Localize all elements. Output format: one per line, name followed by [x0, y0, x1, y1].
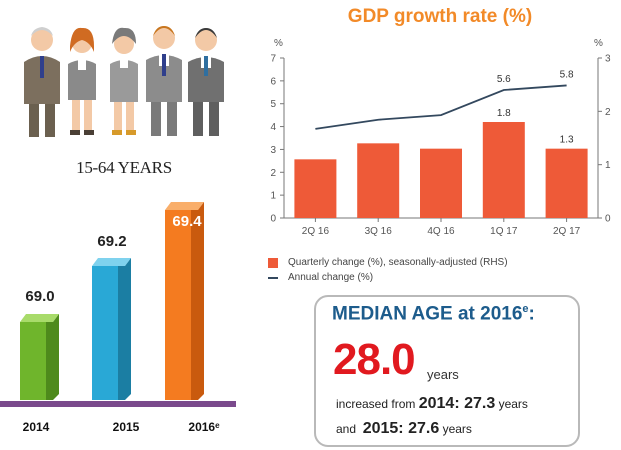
median-age-value: 28.0 [333, 335, 416, 384]
median-age-2015: and 2015: 27.6 years [336, 420, 472, 437]
population-year-2016: 2016ᵉ [188, 420, 220, 434]
y-tick-label-left: 6 [270, 76, 276, 87]
person-icon [188, 28, 224, 136]
annual-change-line [315, 84, 567, 130]
x-tick-label: 1Q 17 [490, 226, 518, 237]
population-bar-2015 [92, 258, 131, 400]
y-axis-left-label: % [274, 38, 283, 49]
y-tick-label-left: 0 [270, 214, 276, 225]
bar-quarterly-1 [294, 159, 337, 218]
median-age-unit: years [427, 367, 459, 382]
bar-quarterly-2 [357, 143, 400, 218]
median-age-card [314, 295, 580, 447]
y-tick-label-right: 2 [605, 107, 611, 118]
baseline-divider [0, 401, 236, 407]
chart-title: GDP growth rate (%) [347, 6, 533, 27]
x-tick-label: 2Q 17 [553, 226, 581, 237]
y-tick-label-left: 2 [270, 168, 276, 179]
bar-quarterly-3 [420, 148, 462, 218]
population-value-2016: 69.4 [172, 213, 202, 230]
y-tick-label-left: 4 [270, 122, 276, 133]
x-tick-label: 2Q 16 [302, 226, 330, 237]
line-data-label: 5.6 [497, 74, 511, 85]
y-tick-label-left: 5 [270, 99, 276, 110]
legend-item-annual: Annual change (%) [268, 270, 508, 285]
person-icon [24, 27, 60, 137]
person-icon [68, 27, 96, 135]
age-range-label: 15-64 YEARS [76, 158, 172, 177]
bar-quarterly-4 [482, 122, 525, 218]
legend-item-quarterly: Quarterly change (%), seasonally-adjuste… [268, 255, 508, 270]
bar-data-label: 1.3 [560, 135, 574, 146]
bar-data-label: 1.8 [497, 108, 511, 119]
person-icon [146, 26, 182, 136]
y-tick-label-right: 0 [605, 214, 611, 225]
population-bar-2014 [20, 314, 59, 400]
population-bar-2016 [165, 202, 204, 400]
bar-quarterly-5 [545, 148, 588, 218]
population-value-2015: 69.2 [97, 233, 127, 250]
population-value-2014: 69.0 [25, 288, 55, 305]
population-bars [20, 202, 204, 400]
gdp-chart: % % 0 1 2 3 4 5 6 7 0 1 2 3 2Q 16 3Q 16 4Q 16 1.8 1Q 17 1.3… [270, 38, 611, 237]
y-tick-label-left: 7 [270, 54, 276, 65]
population-year-2015: 2015 [112, 420, 140, 434]
person-icon [110, 27, 138, 135]
legend-line [268, 276, 278, 279]
x-tick-label: 3Q 16 [365, 226, 393, 237]
y-tick-label-right: 3 [605, 54, 611, 65]
legend-swatch [268, 257, 278, 268]
people-illustration [24, 26, 224, 137]
line-data-label: 5.8 [560, 69, 574, 80]
x-tick-label: 4Q 16 [427, 226, 455, 237]
y-tick-label-right: 1 [605, 160, 611, 171]
y-tick-label-left: 3 [270, 145, 276, 156]
legend-label: Quarterly change (%), seasonally-adjuste… [288, 257, 508, 268]
population-year-2014: 2014 [22, 420, 50, 434]
legend-label: Annual change (%) [288, 272, 374, 283]
y-tick-label-left: 1 [270, 191, 276, 202]
median-age-title: MEDIAN AGE at 2016e: [332, 303, 535, 325]
median-age-2014: increased from 2014: 27.3 years [336, 395, 528, 412]
y-axis-right-label: % [594, 38, 603, 49]
chart-legend: Quarterly change (%), seasonally-adjuste… [268, 255, 508, 285]
